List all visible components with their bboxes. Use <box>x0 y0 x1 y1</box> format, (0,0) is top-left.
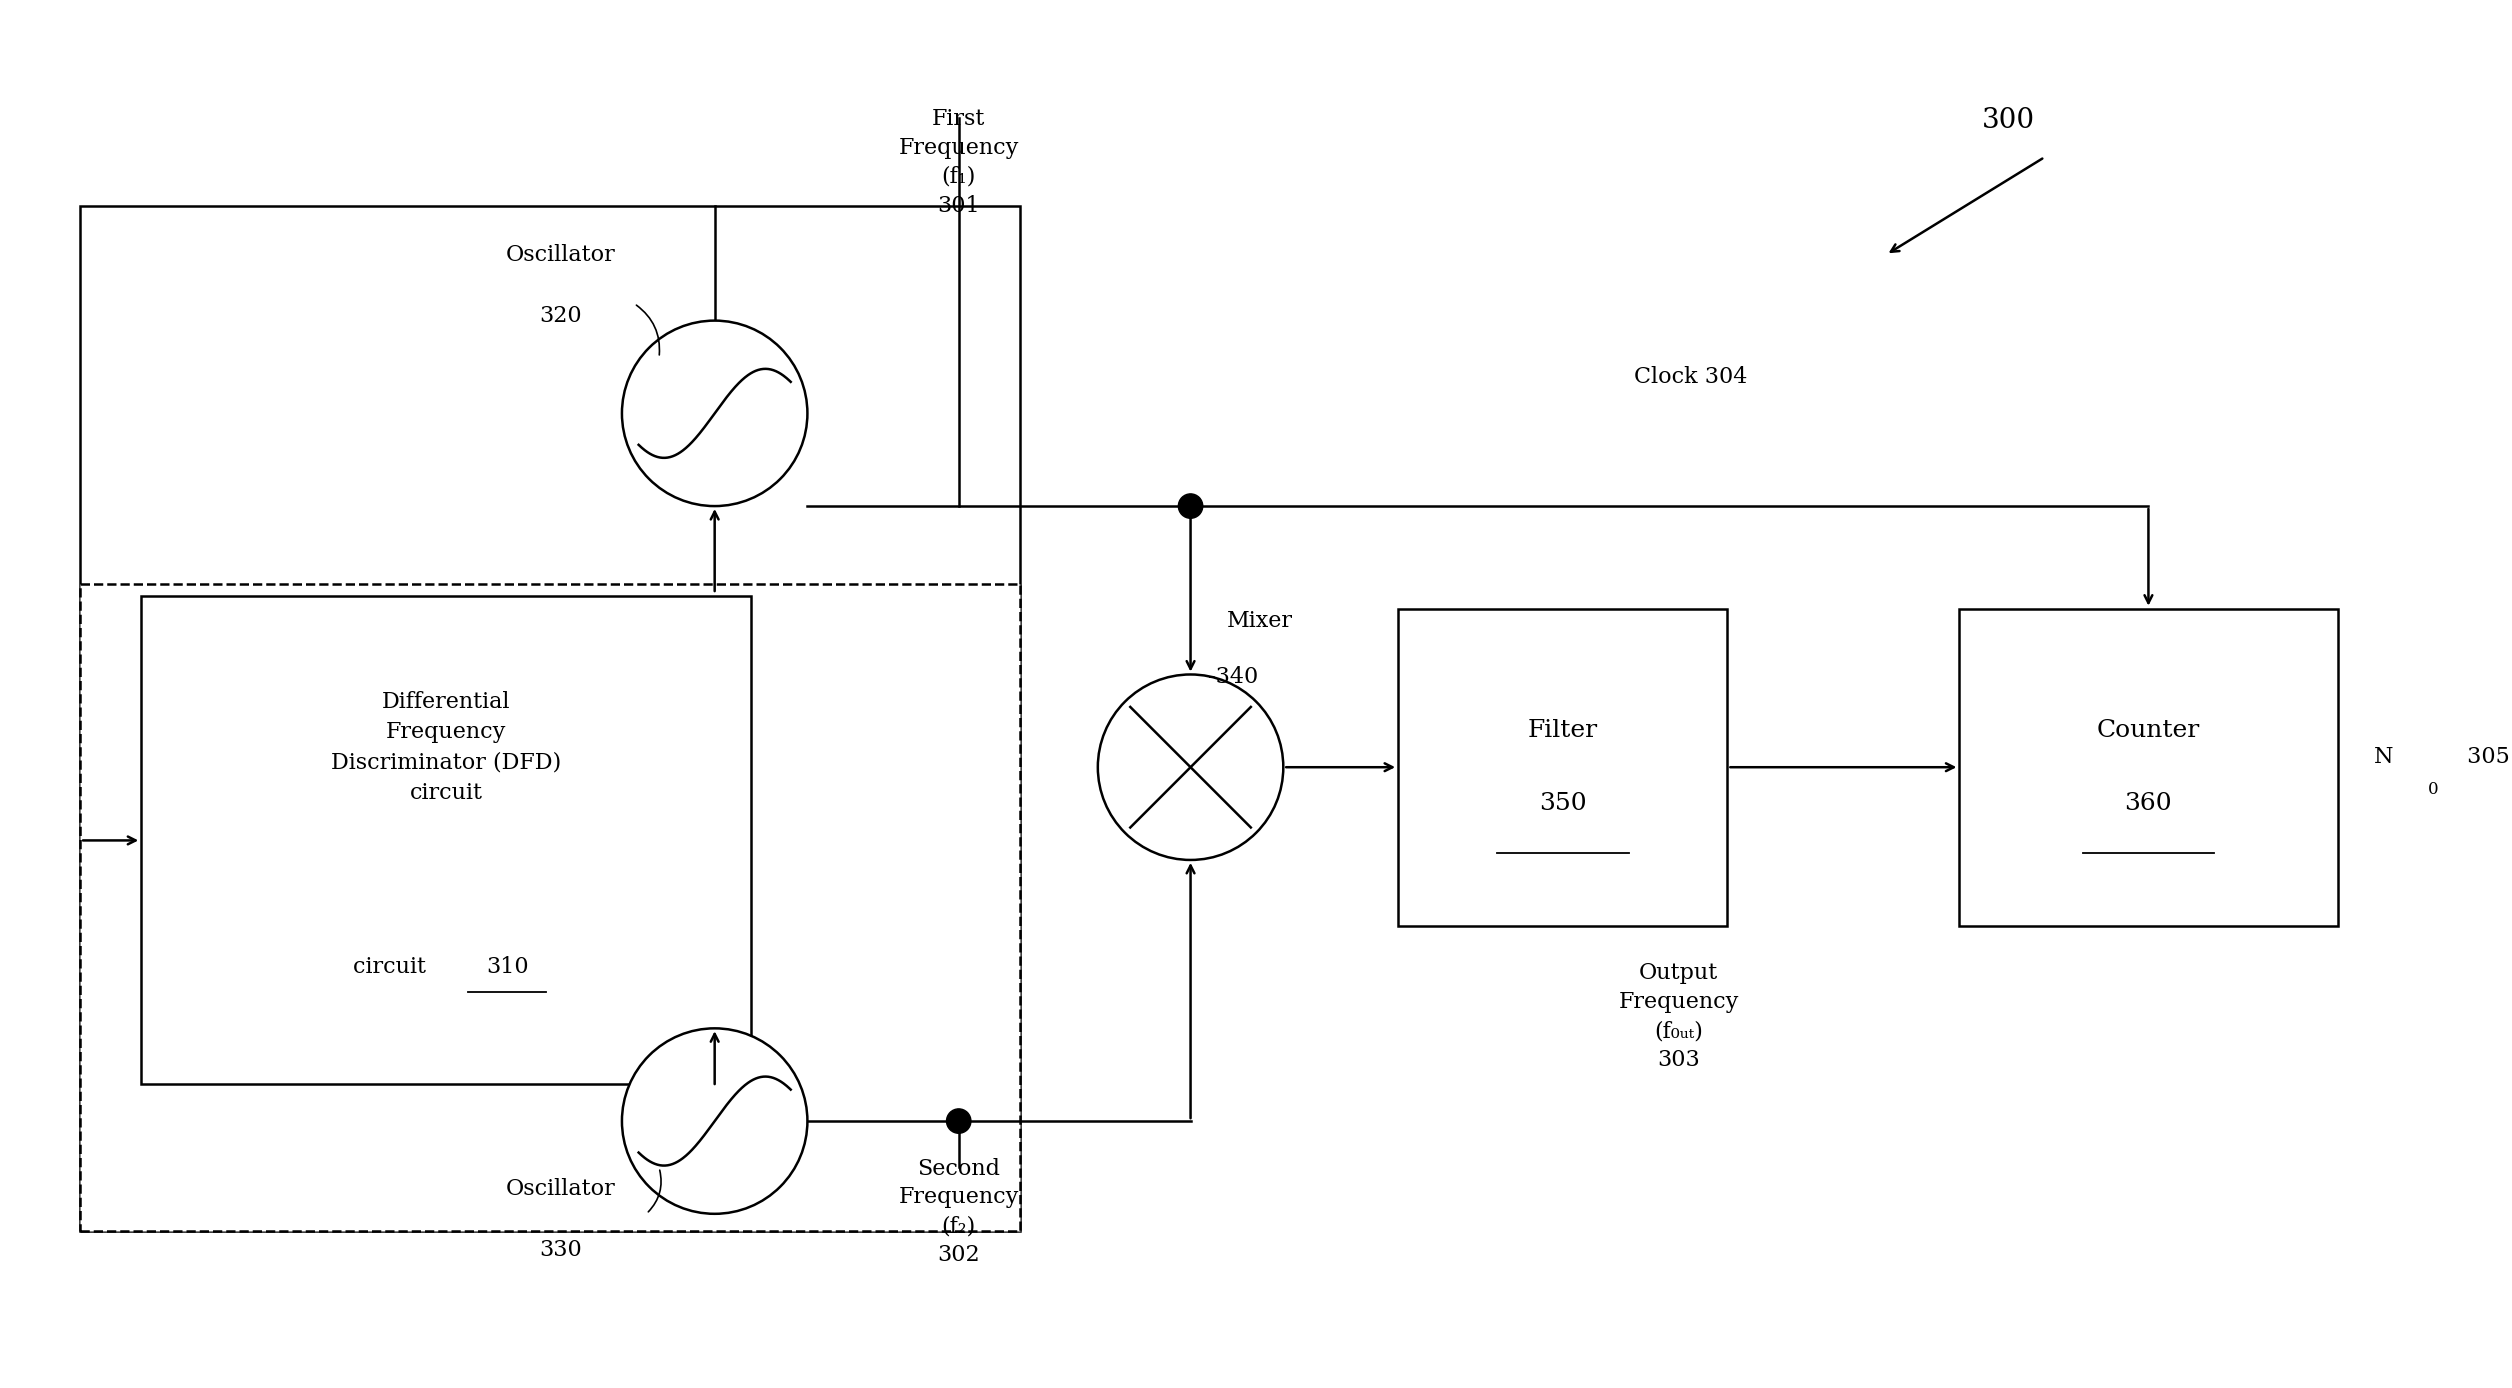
Text: -340: -340 <box>1208 666 1259 688</box>
Bar <box>80 205 1020 1231</box>
Bar <box>1399 608 1728 926</box>
Circle shape <box>623 321 806 507</box>
Text: First
Frequency
(f₁)
301: First Frequency (f₁) 301 <box>899 108 1020 217</box>
Text: Output
Frequency
(f₀ᵤₜ)
303: Output Frequency (f₀ᵤₜ) 303 <box>1618 962 1738 1072</box>
Text: 350: 350 <box>1540 793 1588 815</box>
Circle shape <box>1098 675 1284 861</box>
Text: Counter: Counter <box>2098 719 2201 743</box>
Text: 310: 310 <box>485 956 528 979</box>
Circle shape <box>947 1109 972 1133</box>
Bar <box>80 584 1020 1231</box>
Circle shape <box>1178 494 1203 518</box>
Text: circuit: circuit <box>354 956 435 979</box>
Bar <box>141 597 751 1084</box>
Text: Oscillator: Oscillator <box>505 1178 615 1201</box>
Text: Clock 304: Clock 304 <box>1635 366 1748 387</box>
Text: Second
Frequency
(f₂)
302: Second Frequency (f₂) 302 <box>899 1158 1020 1266</box>
Text: 360: 360 <box>2125 793 2173 815</box>
Text: 300: 300 <box>1982 107 2035 135</box>
Text: Oscillator: Oscillator <box>505 244 615 265</box>
Circle shape <box>623 1029 806 1214</box>
Text: 0: 0 <box>2429 780 2439 798</box>
Text: Differential
Frequency
Discriminator (DFD)
circuit: Differential Frequency Discriminator (DF… <box>332 691 560 805</box>
Text: Filter: Filter <box>1527 719 1598 743</box>
Text: 305: 305 <box>2459 747 2509 769</box>
Text: 330: 330 <box>540 1239 583 1262</box>
Text: Mixer: Mixer <box>1228 609 1294 632</box>
Bar <box>1959 608 2339 926</box>
Text: 320: 320 <box>540 305 583 326</box>
Text: N: N <box>2374 747 2394 769</box>
